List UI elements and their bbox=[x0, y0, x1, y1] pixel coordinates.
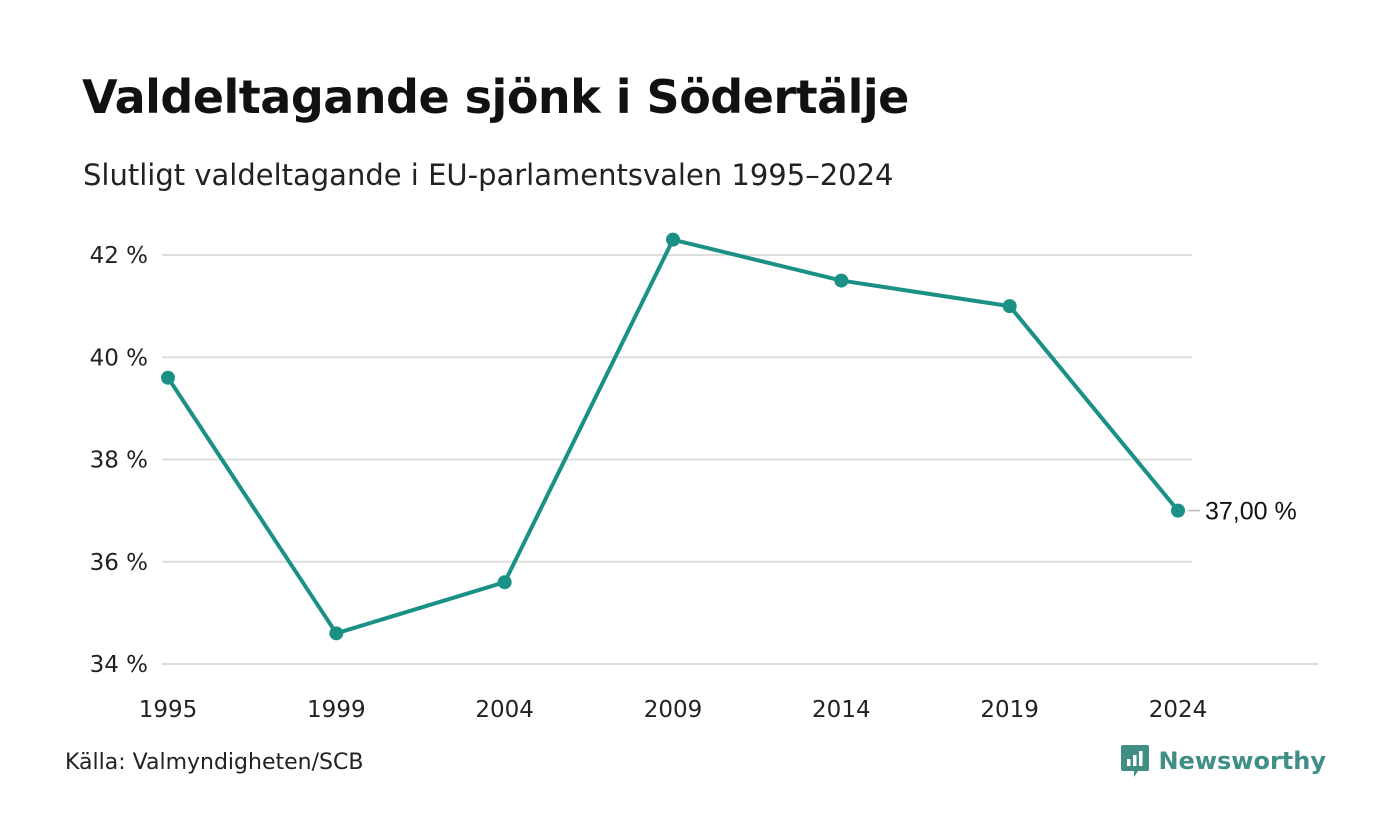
y-tick-label: 38 % bbox=[90, 448, 148, 474]
y-tick-label: 34 % bbox=[90, 652, 148, 678]
x-tick-label: 1999 bbox=[307, 697, 366, 723]
y-tick-label: 40 % bbox=[90, 345, 148, 371]
y-tick-label: 42 % bbox=[90, 243, 148, 269]
y-tick-label: 36 % bbox=[90, 550, 148, 576]
x-tick-label: 2009 bbox=[644, 697, 703, 723]
data-point[interactable] bbox=[834, 273, 849, 288]
chart-title: Valdeltagande sjönk i Södertälje bbox=[82, 70, 909, 124]
data-point[interactable] bbox=[666, 232, 680, 247]
series-line bbox=[166, 237, 1180, 636]
data-point[interactable] bbox=[497, 575, 512, 590]
source-note: Källa: Valmyndigheten/SCB bbox=[65, 750, 364, 775]
chart-subtitle: Slutligt valdeltagande i EU-parlamentsva… bbox=[83, 158, 894, 192]
x-tick-label: 2014 bbox=[812, 697, 871, 723]
data-point[interactable] bbox=[329, 626, 344, 641]
data-point[interactable] bbox=[1002, 299, 1017, 314]
x-tick-label: 2019 bbox=[980, 697, 1039, 723]
brand-name: Newsworthy bbox=[1158, 747, 1326, 775]
x-tick-label: 2004 bbox=[475, 697, 534, 723]
data-point[interactable] bbox=[1171, 503, 1185, 518]
end-value-label: 37,00 % bbox=[1205, 498, 1297, 526]
x-tick-label: 2024 bbox=[1149, 697, 1208, 723]
x-tick-label: 1995 bbox=[139, 697, 198, 723]
data-point[interactable] bbox=[161, 370, 175, 385]
brand-logo[interactable]: Newsworthy bbox=[1120, 744, 1326, 778]
newsworthy-logo-icon bbox=[1121, 745, 1150, 777]
